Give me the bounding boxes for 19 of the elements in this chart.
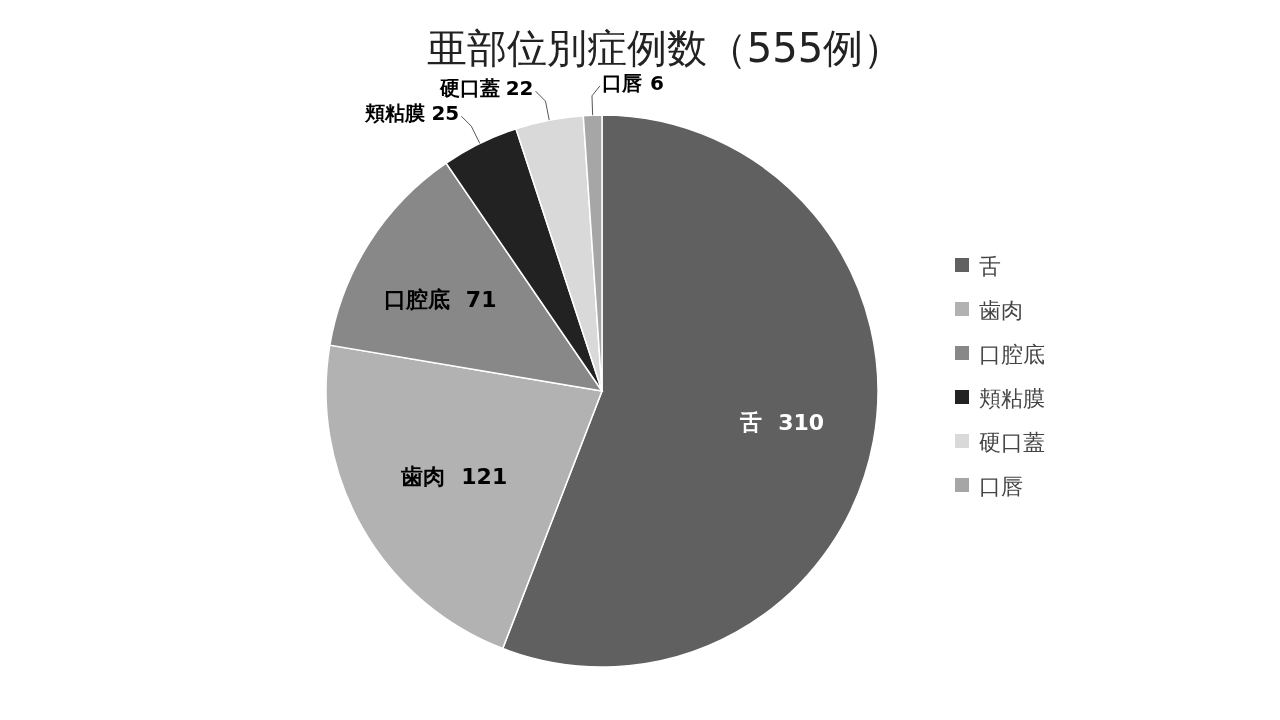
category-label: 口腔底 (383, 286, 450, 312)
legend-label: 硬口蓋 (979, 430, 1045, 455)
category-label: 口唇 (601, 70, 642, 95)
legend-label: 舌 (979, 254, 1001, 279)
category-label: 歯肉 (401, 463, 446, 489)
chart-title: 亜部位別症例数（555例） (426, 25, 904, 71)
category-label: 頬粘膜 (365, 101, 426, 126)
category-label: 硬口蓋 (439, 76, 500, 101)
value-label: 71 (465, 286, 497, 312)
legend-label: 口腔底 (979, 342, 1045, 367)
value-label: 22 (505, 76, 534, 101)
legend-label: 口唇 (979, 474, 1023, 499)
value-label: 6 (649, 70, 664, 95)
value-label: 121 (461, 463, 508, 489)
value-label: 310 (778, 410, 825, 436)
category-label: 舌 (740, 410, 763, 436)
value-label: 25 (431, 101, 460, 126)
legend-label: 歯肉 (979, 298, 1023, 323)
legend-label: 頬粘膜 (979, 386, 1045, 411)
